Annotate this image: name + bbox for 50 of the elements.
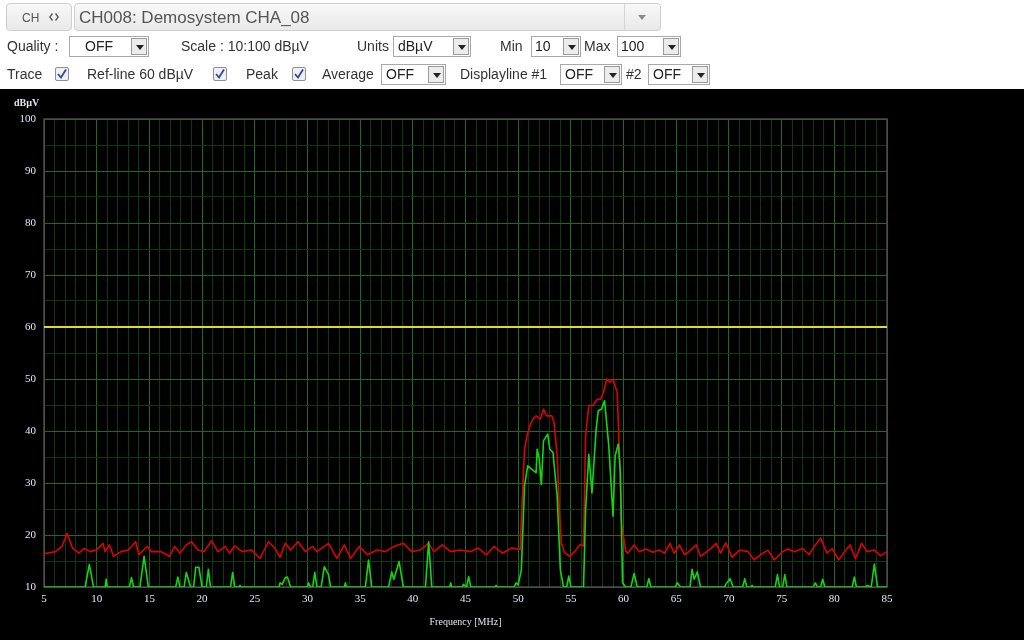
dropdown: OFF [560,64,622,85]
dropdown: OFF [381,64,446,85]
text: Quality : [7,38,59,54]
y-tick-label: 90 [25,163,37,176]
x-tick-label: 50 [512,592,525,605]
x-tick-label: 25 [249,592,261,605]
y-axis-title: dBµV [14,96,40,108]
y-tick-label: 10 [25,579,37,592]
chart-title: CH008: Demosystem CHA_08 [79,8,310,27]
text: Ref-line 60 dBµV [87,66,194,82]
text: Peak [246,66,278,82]
combobox: CH008: Demosystem CHA_08 [74,3,661,31]
text: #2 [626,66,642,82]
y-tick-label: 20 [25,527,37,540]
y-tick-label: 60 [25,319,37,332]
x-tick-label: 30 [301,592,314,605]
x-tick-label: 10 [91,592,103,605]
x-tick-label: 80 [828,592,841,605]
dropdown: OFF [648,64,710,85]
text: Average [322,66,374,82]
x-tick-label: 70 [723,592,735,605]
y-tick-label: 40 [25,423,37,436]
dropdown: 10 [531,36,581,57]
x-tick-label: 60 [618,592,630,605]
x-tick-label: 5 [41,592,48,605]
dropdown: dBµV [393,36,471,57]
dropdown: OFF [69,36,149,57]
text: Trace [7,66,43,82]
text: Min [500,38,523,54]
text: Max [584,38,611,54]
x-tick-label: 45 [460,592,472,605]
x-tick-label: 65 [670,592,683,605]
x-tick-label: 35 [354,592,367,605]
button: CH [6,3,72,31]
text: Scale : 10:100 dBµV [181,38,309,54]
dropdown: 100 [617,36,681,57]
x-tick-label: 15 [143,592,156,605]
x-tick-label: 20 [196,592,209,605]
y-tick-label: 70 [25,267,37,280]
y-tick-label: 30 [25,475,37,488]
y-tick-label: 100 [19,111,37,124]
x-tick-label: 85 [881,592,893,605]
x-tick-label: 55 [565,592,577,605]
y-tick-label: 80 [25,215,37,228]
x-tick-label: 40 [407,592,419,605]
x-axis-title: Frequency [MHz] [429,615,502,627]
x-tick-label: 75 [776,592,788,605]
text: Displayline #1 [460,66,548,82]
text: Units [357,38,389,54]
y-tick-label: 50 [25,371,37,384]
